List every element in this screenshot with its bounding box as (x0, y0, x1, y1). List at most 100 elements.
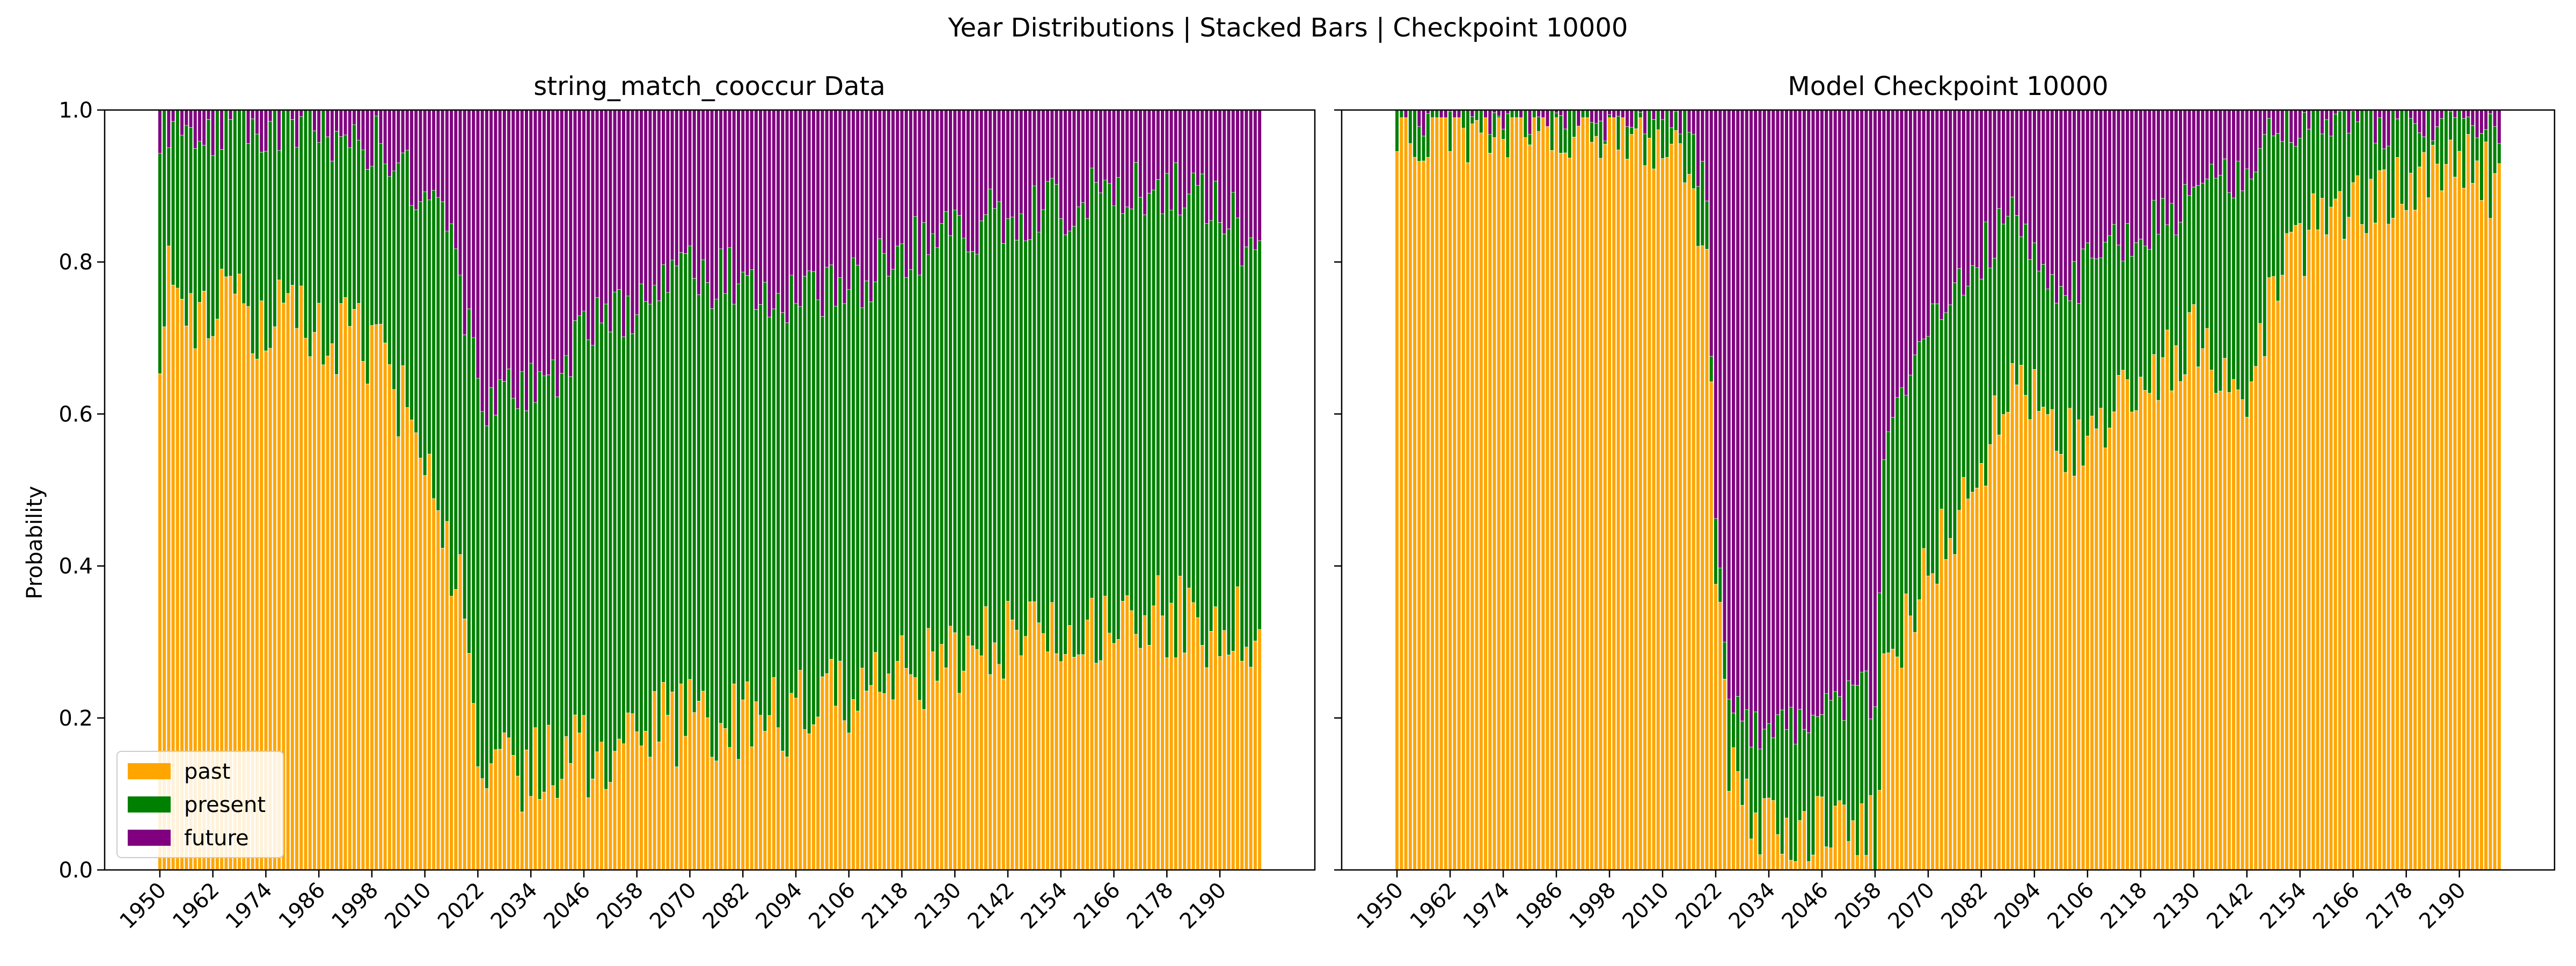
bar-future-2022 (475, 109, 480, 379)
bar-future-2182 (2422, 109, 2426, 137)
bar-present-2000 (378, 143, 383, 325)
bar-future-2001 (1621, 109, 1625, 118)
bar-present-2133 (2205, 178, 2209, 329)
bar-past-2129 (2187, 312, 2192, 870)
bar-future-2184 (2431, 109, 2435, 141)
bar-future-1996 (361, 109, 365, 150)
bar-present-2063 (1895, 397, 1899, 657)
bar-present-2094 (794, 303, 798, 698)
bar-future-2061 (1886, 109, 1891, 433)
bar-present-2077 (1957, 268, 1962, 511)
bar-past-2068 (1917, 599, 1921, 870)
bar-present-2089 (772, 309, 776, 678)
bar-future-2040 (555, 109, 560, 397)
bar-future-2173 (1143, 109, 1147, 215)
bar-present-2185 (1196, 185, 1200, 618)
bar-present-2131 (957, 215, 962, 694)
bar-past-2090 (2015, 384, 2019, 870)
bar-present-2019 (463, 334, 467, 619)
bar-past-2139 (2231, 379, 2236, 870)
bar-future-2024 (485, 109, 489, 426)
bar-present-2124 (926, 254, 931, 628)
bar-present-2029 (507, 369, 511, 738)
bar-past-2176 (2395, 157, 2399, 870)
bar-future-2167 (1116, 109, 1121, 178)
bar-future-2044 (1811, 109, 1816, 715)
bar-past-2045 (577, 733, 582, 870)
bar-past-2104 (2076, 419, 2081, 870)
bar-future-2140 (997, 109, 1001, 202)
bar-past-2116 (891, 699, 895, 870)
bar-past-2136 (979, 655, 984, 870)
bar-past-2148 (1032, 601, 1036, 870)
bar-present-2137 (984, 214, 988, 607)
bar-past-2172 (1138, 648, 1143, 870)
bar-present-1988 (1563, 128, 1568, 153)
bar-present-2088 (767, 317, 772, 716)
bar-future-2098 (811, 109, 816, 272)
bar-future-2171 (2373, 109, 2377, 144)
bar-past-2124 (926, 628, 931, 870)
bar-present-2171 (1134, 162, 1138, 635)
bar-present-1999 (374, 115, 378, 325)
bar-past-2055 (621, 743, 626, 870)
bar-present-1969 (1479, 109, 1483, 133)
bar-future-2135 (2214, 109, 2218, 179)
bar-past-1954 (1413, 157, 1417, 870)
bar-present-1952 (166, 147, 171, 246)
bar-past-2146 (1023, 636, 1028, 870)
bar-present-2062 (653, 284, 657, 692)
bar-past-2089 (772, 677, 776, 870)
bar-future-2059 (639, 109, 643, 284)
bar-present-2113 (2116, 245, 2121, 376)
bar-past-2075 (710, 757, 714, 870)
bar-present-2032 (1758, 749, 1762, 855)
bar-past-2033 (1762, 798, 1767, 870)
bar-present-2048 (1828, 700, 1833, 848)
bar-present-2056 (1864, 670, 1869, 856)
bar-past-2194 (2475, 160, 2479, 870)
bar-present-2134 (2209, 164, 2214, 370)
bar-past-2170 (1129, 610, 1134, 870)
bar-present-1994 (352, 124, 356, 310)
bar-future-2093 (2028, 109, 2032, 260)
bar-present-2147 (2267, 118, 2271, 278)
bar-past-2083 (745, 682, 750, 870)
bar-future-2069 (683, 109, 687, 254)
bar-present-1991 (339, 136, 343, 304)
bar-present-2153 (1054, 184, 1059, 654)
bar-present-2195 (2479, 133, 2484, 201)
bar-past-2009 (1656, 129, 1660, 870)
bar-future-2105 (842, 109, 847, 304)
bar-past-2147 (2267, 277, 2271, 870)
bar-future-2114 (2121, 109, 2125, 261)
bar-present-1957 (1426, 113, 1430, 158)
bar-present-2101 (825, 267, 829, 674)
bar-future-2080 (1970, 109, 1974, 266)
bar-future-2003 (1629, 109, 1634, 128)
bar-past-2112 (2112, 411, 2116, 870)
bar-past-2033 (524, 749, 529, 870)
bar-past-2173 (2382, 169, 2387, 870)
bar-present-2114 (2121, 260, 2125, 371)
bar-present-2036 (538, 371, 542, 800)
bar-present-2051 (1842, 720, 1846, 806)
bar-future-1996 (1598, 109, 1603, 121)
bar-past-2158 (1077, 654, 1081, 870)
bar-present-2010 (423, 191, 427, 476)
bar-present-2102 (829, 265, 833, 660)
bar-present-2062 (1891, 417, 1895, 649)
bar-future-1970 (246, 109, 251, 144)
bar-present-1955 (1417, 126, 1421, 162)
bar-past-2096 (2041, 407, 2045, 870)
bar-present-2169 (2364, 109, 2369, 234)
bar-past-2122 (2156, 400, 2161, 870)
bar-present-2166 (2351, 111, 2355, 183)
bar-future-1960 (1439, 109, 1444, 118)
bar-future-2050 (1838, 109, 1842, 697)
bar-future-2130 (953, 109, 957, 210)
bar-past-2094 (2032, 369, 2037, 870)
bar-past-2180 (2413, 210, 2417, 870)
bar-past-2174 (1147, 645, 1151, 870)
bar-present-2157 (2311, 109, 2316, 194)
